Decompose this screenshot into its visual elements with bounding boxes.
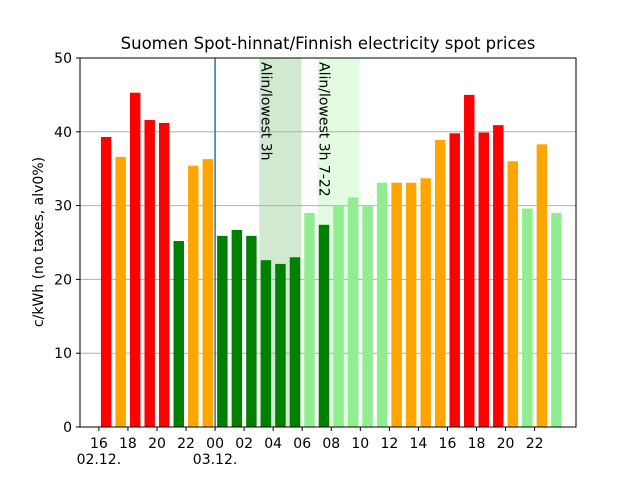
bar-hour-46	[536, 144, 548, 427]
bar-hour-22	[188, 165, 199, 428]
band-annotations: Alin/lowest 3h Alin/lowest 3h 7-22	[257, 62, 331, 197]
x-tick-label-13: 18	[468, 436, 486, 452]
bar-hour-16	[100, 136, 112, 427]
x-tick-label-0: 16	[90, 436, 108, 452]
bar-hour-27	[260, 260, 272, 427]
bar-hour-47	[551, 212, 562, 427]
y-tick-label-10: 10	[54, 346, 72, 362]
bar-hour-36	[391, 182, 402, 427]
x-tick-label-6: 04	[264, 436, 282, 452]
y-axis-label: c/kWh (no taxes, alv0%)	[31, 157, 47, 327]
bar-hour-41	[464, 94, 475, 428]
bar-hour-21	[173, 241, 184, 427]
bar-hour-20	[159, 122, 170, 427]
bar-hour-26	[246, 235, 257, 427]
y-tick-label-20: 20	[54, 272, 72, 288]
bar-hour-29	[289, 257, 301, 427]
x-tick-label-2: 20	[148, 436, 166, 452]
x-date-label-4: 03.12.	[193, 452, 238, 468]
x-tick-label-1: 18	[119, 436, 137, 452]
bar-hour-40	[449, 133, 460, 427]
bar-hour-43	[493, 125, 504, 428]
price-bars	[100, 92, 562, 428]
bar-hour-28	[275, 263, 286, 427]
x-tick-label-3: 22	[177, 436, 195, 452]
bar-hour-32	[333, 205, 344, 427]
bar-hour-33	[347, 197, 359, 427]
bar-hour-18	[129, 92, 141, 427]
bar-hour-24	[217, 235, 228, 427]
bar-hour-38	[420, 178, 431, 427]
x-tick-label-5: 02	[235, 436, 253, 452]
y-tick-label-30: 30	[54, 199, 72, 215]
band-label-1: Alin/lowest 3h	[257, 62, 273, 160]
x-date-label-0: 02.12.	[77, 452, 122, 468]
y-tick-label-0: 0	[63, 420, 72, 436]
plot-frame	[79, 57, 577, 428]
x-tick-label-10: 12	[380, 436, 398, 452]
x-tick-label-4: 00	[206, 436, 224, 452]
bar-hour-39	[434, 139, 446, 427]
x-tick-label-11: 14	[409, 436, 427, 452]
bar-hour-45	[522, 208, 533, 427]
bar-hour-44	[507, 161, 519, 427]
y-tick-label-50: 50	[54, 51, 72, 67]
bar-hour-31	[318, 224, 330, 427]
bar-hour-30	[304, 212, 315, 427]
x-tick-label-14: 20	[497, 436, 515, 452]
bar-hour-25	[231, 229, 243, 427]
x-tick-label-15: 22	[526, 436, 544, 452]
x-tick-label-12: 16	[439, 436, 457, 452]
x-tick-label-7: 06	[293, 436, 311, 452]
y-axis: 0 10 20 30 40 50	[54, 51, 80, 436]
y-tick-label-40: 40	[54, 125, 72, 141]
bar-hour-17	[115, 156, 126, 427]
bar-hour-35	[376, 182, 388, 427]
x-tick-label-9: 10	[351, 436, 369, 452]
bar-hour-37	[405, 182, 417, 427]
chart-title: Suomen Spot-hinnat/Finnish electricity s…	[121, 34, 536, 53]
bar-hour-42	[478, 132, 490, 427]
bar-hour-34	[362, 205, 373, 427]
bar-hour-23	[202, 159, 214, 427]
band-label-2: Alin/lowest 3h 7-22	[315, 62, 331, 197]
x-tick-label-8: 08	[322, 436, 340, 452]
bar-hour-19	[144, 119, 155, 427]
